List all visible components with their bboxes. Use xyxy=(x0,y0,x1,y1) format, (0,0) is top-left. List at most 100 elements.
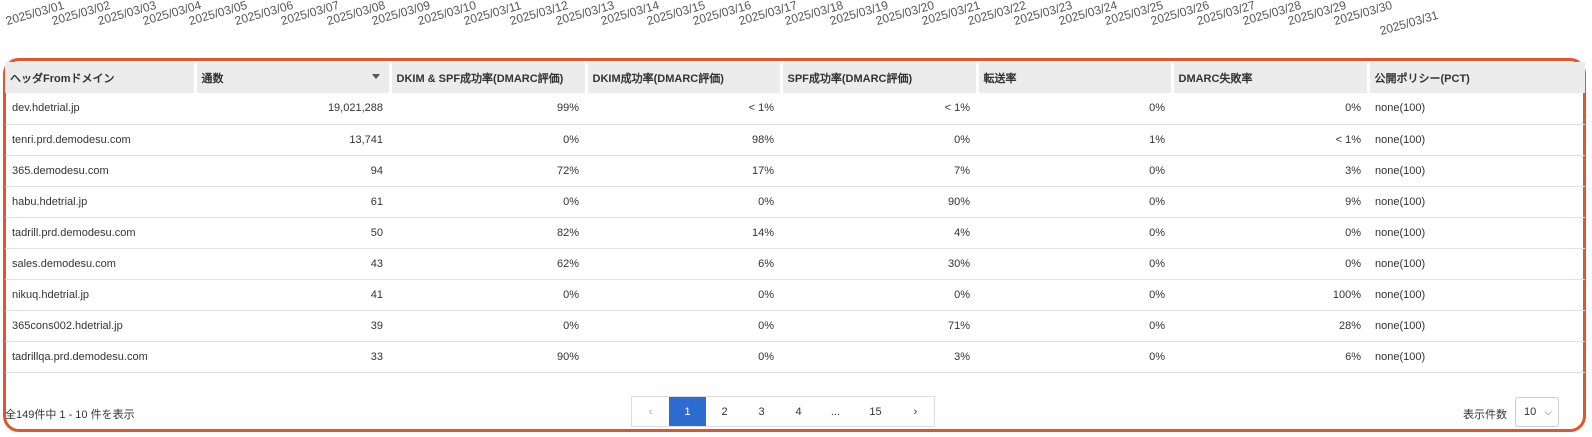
table-cell: 94 xyxy=(195,155,390,187)
next-page-button[interactable]: › xyxy=(913,405,918,418)
table-cell: 0% xyxy=(977,279,1172,311)
per-page-label: 表示件数 xyxy=(1463,409,1507,421)
table-row: nikuq.hdetrial.jp 41 0% 0% 0% 0% 100% none(100) xyxy=(5,279,1585,311)
table-cell: 0% xyxy=(977,310,1172,342)
table-row: dev.hdetrial.jp 19,021,288 99% < 1% < 1% 0% 0%… xyxy=(5,93,1585,125)
domain-cell: nikuq.hdetrial.jp xyxy=(5,279,195,311)
page-button[interactable]: 2 xyxy=(721,405,728,418)
table-row: tadrill.prd.demodesu.com 50 82% 14% 4% 0% 0% no… xyxy=(5,217,1585,249)
column-header[interactable]: ヘッダFromドメイン xyxy=(5,62,197,93)
per-page-select[interactable]: 10 ⌵ xyxy=(1515,397,1559,427)
table-cell: 43 xyxy=(195,248,390,280)
table-cell: 6% xyxy=(586,248,781,280)
table-cell: 0% xyxy=(586,310,781,342)
table-cell: 0% xyxy=(586,279,781,311)
table-cell: none(100) xyxy=(1368,279,1585,311)
table-cell: 4% xyxy=(781,217,977,249)
table-cell: 0% xyxy=(1172,217,1368,249)
table-cell: none(100) xyxy=(1368,248,1585,280)
table-cell: 3% xyxy=(781,341,977,373)
table-body: dev.hdetrial.jp 19,021,288 99% < 1% < 1% 0% 0%… xyxy=(5,93,1585,373)
column-header-label: 通数 xyxy=(201,72,224,85)
table-cell: 0% xyxy=(977,155,1172,187)
table-cell: 0% xyxy=(1172,248,1368,280)
domain-cell: tenri.prd.demodesu.com xyxy=(5,124,195,156)
domain-cell: tadrillqa.prd.demodesu.com xyxy=(5,341,195,373)
table-cell: 0% xyxy=(586,341,781,373)
column-header[interactable]: 通数 xyxy=(195,62,392,93)
table-cell: 28% xyxy=(1172,310,1368,342)
chevron-down-icon: ⌵ xyxy=(1544,407,1552,418)
table-cell: 98% xyxy=(586,124,781,156)
table-cell: 62% xyxy=(390,248,586,280)
column-header[interactable]: DKIM成功率(DMARC評価) xyxy=(586,62,783,93)
table-cell: 90% xyxy=(781,186,977,218)
sort-desc-icon[interactable] xyxy=(371,74,380,79)
prev-page-button[interactable]: ‹ xyxy=(648,405,653,418)
table-cell: 6% xyxy=(1172,341,1368,373)
column-header-label: SPF成功率(DMARC評価) xyxy=(787,72,913,85)
table-cell: none(100) xyxy=(1368,124,1585,156)
table-cell: 0% xyxy=(977,93,1172,125)
table-cell: 33 xyxy=(195,341,390,373)
table-cell: 0% xyxy=(1172,93,1368,125)
column-header-label: ヘッダFromドメイン xyxy=(10,72,115,85)
table-cell: none(100) xyxy=(1368,155,1585,187)
pagination: ‹ 1 2 3 4... 15 › xyxy=(631,396,935,427)
table-cell: < 1% xyxy=(1172,124,1368,156)
column-header-label: DMARC失敗率 xyxy=(1178,72,1253,85)
table-cell: 3% xyxy=(1172,155,1368,187)
column-header[interactable]: SPF成功率(DMARC評価) xyxy=(781,62,979,93)
column-header[interactable]: 転送率 xyxy=(977,62,1174,93)
page-button[interactable]: 1 xyxy=(669,397,706,426)
table-cell: 19,021,288 xyxy=(195,93,390,125)
table-row: 365cons002.hdetrial.jp 39 0% 0% 71% 0% 28% none… xyxy=(5,310,1585,342)
table-cell: 7% xyxy=(781,155,977,187)
table-cell: none(100) xyxy=(1368,93,1585,125)
column-header-label: 公開ポリシー(PCT) xyxy=(1374,72,1470,85)
table-cell: 0% xyxy=(390,186,586,218)
column-header-label: 転送率 xyxy=(983,72,1017,85)
page-button[interactable]: 15 xyxy=(869,405,882,418)
table-cell: < 1% xyxy=(781,93,977,125)
result-summary: 全149件中 1 - 10 件を表示 xyxy=(5,409,135,421)
column-header-label: DKIM & SPF成功率(DMARC評価) xyxy=(396,72,564,85)
page-ellipsis[interactable]: ... xyxy=(830,405,841,418)
table-cell: none(100) xyxy=(1368,341,1585,373)
table-row: sales.demodesu.com 43 62% 6% 30% 0% 0% none(100… xyxy=(5,248,1585,280)
table-cell: 0% xyxy=(586,186,781,218)
domain-cell: sales.demodesu.com xyxy=(5,248,195,280)
table-cell: 100% xyxy=(1172,279,1368,311)
table-cell: 71% xyxy=(781,310,977,342)
domain-table: ヘッダFromドメイン 通数 DKIM & SPF成功率(DMARC評価) DKIM成… xyxy=(5,62,1585,373)
table-cell: 0% xyxy=(781,124,977,156)
table-cell: 41 xyxy=(195,279,390,311)
table-cell: 0% xyxy=(781,279,977,311)
domain-table-container: ヘッダFromドメイン 通数 DKIM & SPF成功率(DMARC評価) DKIM成… xyxy=(5,62,1585,373)
column-header[interactable]: 公開ポリシー(PCT) xyxy=(1368,62,1585,93)
page-button[interactable]: 3 xyxy=(758,405,765,418)
table-cell: 61 xyxy=(195,186,390,218)
table-row: tenri.prd.demodesu.com 13,741 0% 98% 0% 1% < 1… xyxy=(5,124,1585,156)
date-axis: 2025/03/01 2025/03/02 2025/03/03 2025/03/04… xyxy=(0,0,1592,56)
domain-cell: 365cons002.hdetrial.jp xyxy=(5,310,195,342)
table-row: tadrillqa.prd.demodesu.com 33 90% 0% 3% 0% 6% n… xyxy=(5,341,1585,373)
column-header[interactable]: DKIM & SPF成功率(DMARC評価) xyxy=(390,62,588,93)
table-cell: 0% xyxy=(977,341,1172,373)
domain-cell: 365.demodesu.com xyxy=(5,155,195,187)
table-cell: 0% xyxy=(977,217,1172,249)
table-cell: 9% xyxy=(1172,186,1368,218)
per-page-value: 10 xyxy=(1524,406,1537,418)
table-cell: 82% xyxy=(390,217,586,249)
table-cell: 90% xyxy=(390,341,586,373)
table-cell: 17% xyxy=(586,155,781,187)
table-cell: none(100) xyxy=(1368,186,1585,218)
column-header[interactable]: DMARC失敗率 xyxy=(1172,62,1370,93)
table-cell: none(100) xyxy=(1368,217,1585,249)
table-cell: 1% xyxy=(977,124,1172,156)
domain-cell: habu.hdetrial.jp xyxy=(5,186,195,218)
table-cell: 0% xyxy=(390,310,586,342)
page-button[interactable]: 4 xyxy=(795,405,802,418)
table-cell: 14% xyxy=(586,217,781,249)
table-row: 365.demodesu.com 94 72% 17% 7% 0% 3% none(100) xyxy=(5,155,1585,187)
